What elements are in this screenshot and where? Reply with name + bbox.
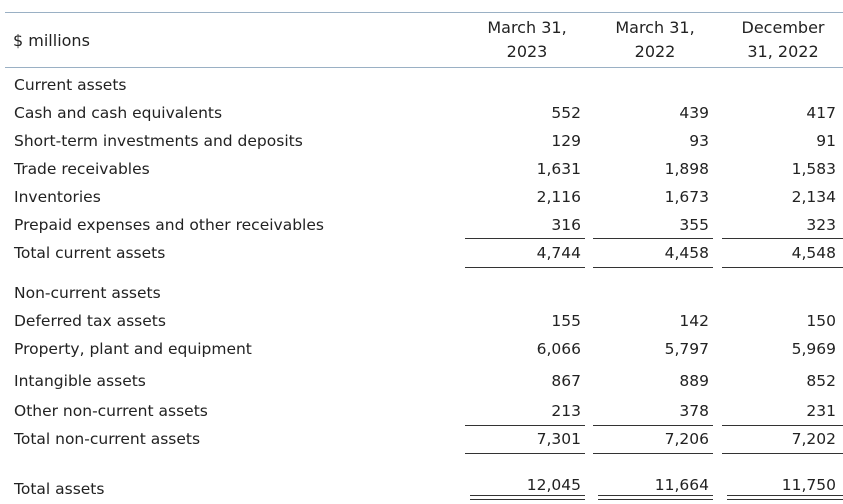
table-row: Property, plant and equipment 6,066 5,79… [14, 340, 836, 358]
header-bottom-rule [5, 67, 843, 68]
subtotal-rule [465, 425, 585, 426]
unit-label: $ millions [13, 31, 90, 50]
grand-total-double-rule [598, 495, 713, 500]
total-row-assets: Total assets 12,045 11,664 11,750 [14, 476, 836, 498]
total-rule [722, 453, 843, 454]
table-row: Cash and cash equivalents 552 439 417 [14, 104, 836, 122]
table-row: Intangible assets 867 889 852 [14, 372, 836, 390]
total-rule [593, 453, 713, 454]
subtotal-rule [593, 425, 713, 426]
table-top-rule [5, 12, 843, 13]
total-rule [593, 267, 713, 268]
total-row-noncurrent: Total non-current assets 7,301 7,206 7,2… [14, 430, 836, 448]
grand-total-double-rule [470, 495, 585, 500]
section-heading-current: Current assets [14, 76, 127, 94]
total-rule [465, 267, 585, 268]
subtotal-rule [465, 238, 585, 239]
table-row: Inventories 2,116 1,673 2,134 [14, 188, 836, 206]
subtotal-rule [722, 238, 843, 239]
table-row: Prepaid expenses and other receivables 3… [14, 216, 836, 234]
total-rule [465, 453, 585, 454]
column-header-mar-2023: March 31, 2023 [487, 18, 567, 61]
table-row: Other non-current assets 213 378 231 [14, 402, 836, 420]
column-header-dec-2022: December 31, 2022 [741, 18, 825, 61]
subtotal-rule [593, 238, 713, 239]
subtotal-rule [722, 425, 843, 426]
total-row-current: Total current assets 4,744 4,458 4,548 [14, 244, 836, 262]
table-row: Deferred tax assets 155 142 150 [14, 312, 836, 330]
table-row: Short-term investments and deposits 129 … [14, 132, 836, 150]
section-heading-noncurrent: Non-current assets [14, 284, 161, 302]
table-row: Trade receivables 1,631 1,898 1,583 [14, 160, 836, 178]
column-header-mar-2022: March 31, 2022 [615, 18, 695, 61]
grand-total-double-rule [727, 495, 843, 500]
total-rule [722, 267, 843, 268]
